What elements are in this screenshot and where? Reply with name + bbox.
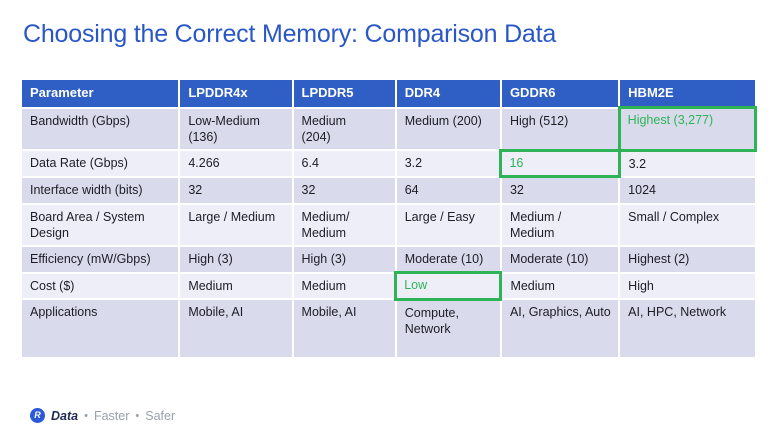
value-cell: Compute, Network: [394, 298, 502, 359]
parameter-cell: Interface width (bits): [19, 175, 181, 205]
highlighted-value-cell: Highest (3,277): [617, 106, 758, 152]
value-cell: Medium: [291, 271, 397, 301]
table-body: Bandwidth (Gbps) Low-Medium (136) Medium (…: [19, 106, 758, 359]
table-row: Cost ($) Medium Medium Low Medium High: [19, 271, 757, 301]
value-cell: High (3): [291, 245, 397, 274]
comparison-table: Parameter LPDDR4x LPDDR5 DDR4 GDDR6 HBM2E Ban…: [19, 78, 758, 359]
column-header: DDR4: [394, 78, 502, 109]
table-row: Interface width (bits) 32 32 64 32 1024: [19, 175, 757, 205]
value-cell: Moderate (10): [394, 245, 502, 274]
value-cell: 32: [178, 175, 294, 205]
value-cell: 4.266: [178, 149, 294, 178]
footer-brand: R Data • Faster • Safer: [30, 408, 175, 423]
value-cell: 64: [394, 175, 502, 205]
value-cell: 1024: [618, 175, 757, 205]
parameter-cell: Cost ($): [19, 271, 181, 301]
value-cell: AI, HPC, Network: [618, 298, 757, 359]
value-cell: Medium: [499, 271, 621, 301]
column-header: GDDR6: [499, 78, 621, 109]
value-cell: 6.4: [291, 149, 397, 178]
parameter-cell: Data Rate (Gbps): [19, 149, 181, 178]
brand-word-data: Data: [51, 408, 79, 423]
value-cell: 3.2: [618, 149, 757, 178]
highlighted-value-cell: 16: [499, 148, 621, 179]
brand-separator: •: [135, 409, 140, 422]
parameter-cell: Efficiency (mW/Gbps): [19, 245, 181, 274]
column-header: LPDDR5: [291, 78, 397, 109]
column-header: LPDDR4x: [178, 78, 294, 109]
table-row: Efficiency (mW/Gbps) High (3) High (3) Mode…: [19, 245, 757, 274]
highlighted-value-cell: Low: [394, 271, 503, 301]
page-title: Choosing the Correct Memory: Comparison …: [23, 20, 557, 48]
value-cell: Low-Medium (136): [178, 106, 294, 151]
value-cell: Large / Easy: [394, 202, 502, 247]
value-cell: AI, Graphics, Auto: [499, 298, 621, 359]
value-cell: 32: [291, 175, 397, 205]
brand-word-faster: Faster: [93, 408, 130, 423]
parameter-cell: Board Area / System Design: [19, 202, 181, 247]
value-cell: Moderate (10): [499, 245, 621, 274]
value-cell: High (3): [178, 245, 294, 274]
value-cell: High (512): [499, 106, 621, 151]
brand-word-safer: Safer: [145, 408, 176, 423]
value-cell: High: [618, 271, 757, 301]
value-cell: Medium / Medium: [499, 202, 621, 247]
value-cell: 32: [499, 175, 621, 205]
value-cell: Highest (2): [618, 245, 757, 274]
value-cell: Medium/ Medium: [291, 202, 397, 247]
parameter-cell: Applications: [19, 298, 181, 359]
table-header-row: Parameter LPDDR4x LPDDR5 DDR4 GDDR6 HBM2E: [19, 78, 757, 109]
parameter-cell: Bandwidth (Gbps): [19, 106, 181, 151]
value-cell: Medium: [178, 271, 294, 301]
value-cell: Medium (200): [394, 106, 502, 151]
value-cell: Large / Medium: [178, 202, 294, 247]
value-cell: 3.2: [394, 149, 502, 178]
column-header: Parameter: [19, 78, 181, 109]
value-cell: Small / Complex: [618, 202, 757, 247]
value-cell: Mobile, AI: [178, 298, 294, 359]
table-row: Bandwidth (Gbps) Low-Medium (136) Medium (…: [19, 106, 758, 152]
table-row: Board Area / System Design Large / Medium…: [19, 202, 757, 247]
brand-separator: •: [84, 409, 88, 422]
brand-logo-icon: R: [30, 408, 45, 423]
table-row: Data Rate (Gbps) 4.266 6.4 3.2 16 3.2: [19, 148, 757, 179]
value-cell: Medium (204): [291, 106, 397, 151]
table-row: Applications Mobile, AI Mobile, AI Compute,…: [19, 298, 757, 359]
value-cell: Mobile, AI: [291, 298, 397, 359]
column-header: HBM2E: [618, 78, 757, 109]
